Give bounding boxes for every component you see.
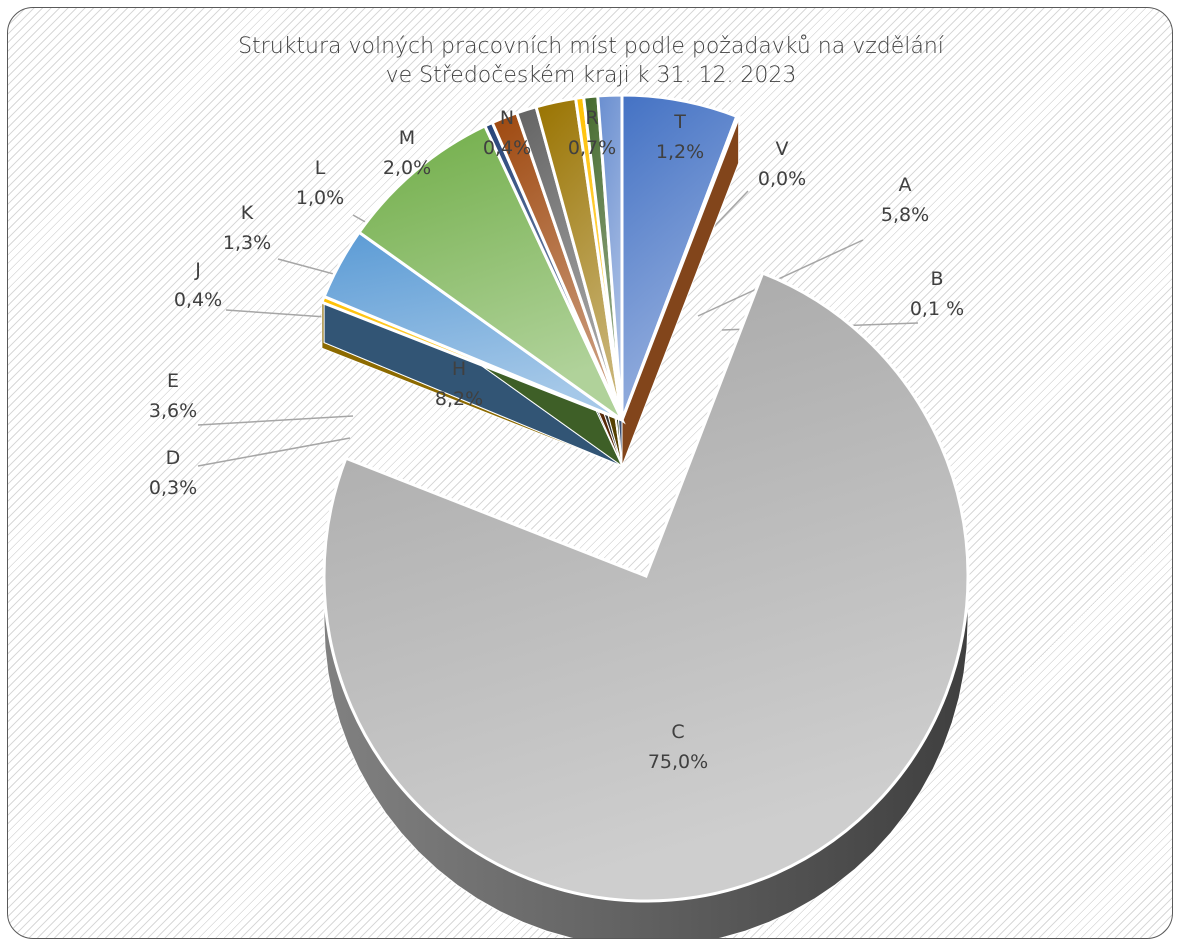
slice-h — [357, 123, 626, 425]
label-category-j: J — [194, 259, 201, 281]
label-value-v: 0,0% — [758, 168, 806, 190]
label-category-v: V — [776, 138, 789, 160]
label-category-c: C — [671, 721, 684, 743]
label-category-r: R — [585, 107, 598, 129]
label-category-t: T — [673, 111, 686, 133]
label-value-d: 0,3% — [149, 477, 197, 499]
slice-t — [596, 93, 624, 421]
label-category-a: A — [899, 174, 912, 196]
leader-line-d — [197, 437, 351, 467]
label-category-l: L — [315, 157, 326, 179]
label-value-c: 75,0% — [648, 751, 708, 773]
leader-line-a — [697, 239, 864, 317]
label-value-l: 1,0% — [296, 187, 344, 209]
chart-title-line-1: Struktura volných pracovních míst podle … — [238, 34, 944, 59]
label-value-a: 5,8% — [881, 204, 929, 226]
label-value-m: 2,0% — [383, 157, 431, 179]
label-value-r: 0,7% — [568, 137, 616, 159]
label-category-k: K — [241, 202, 254, 224]
chart-frame: Struktura volných pracovních míst podle … — [7, 7, 1173, 939]
chart-title: Struktura volných pracovních míst podle … — [8, 32, 1172, 90]
label-category-n: N — [500, 107, 514, 129]
slice-b — [620, 114, 741, 421]
label-category-m: M — [399, 127, 415, 149]
label-value-b: 0,1 % — [910, 298, 964, 320]
chart-title-line-2: ve Středočeském kraji k 31. 12. 2023 — [385, 63, 797, 88]
label-category-d: D — [166, 447, 181, 469]
label-value-j: 0,4% — [174, 289, 222, 311]
label-category-e: E — [167, 370, 179, 392]
leader-line-e — [197, 415, 354, 426]
label-value-n: 0,4% — [483, 137, 531, 159]
label-category-h: H — [452, 358, 466, 380]
pie-chart: A 5,8% B 0,1 % C 75,0% D 0,3% E 3,6% H 8,2% J 0,4% K 1,… — [149, 93, 970, 938]
slice-c — [322, 271, 970, 903]
label-value-t: 1,2% — [656, 141, 704, 163]
label-value-k: 1,3% — [223, 232, 271, 254]
label-value-e: 3,6% — [149, 400, 197, 422]
label-value-h: 8,2% — [435, 388, 483, 410]
label-category-b: B — [930, 268, 943, 290]
